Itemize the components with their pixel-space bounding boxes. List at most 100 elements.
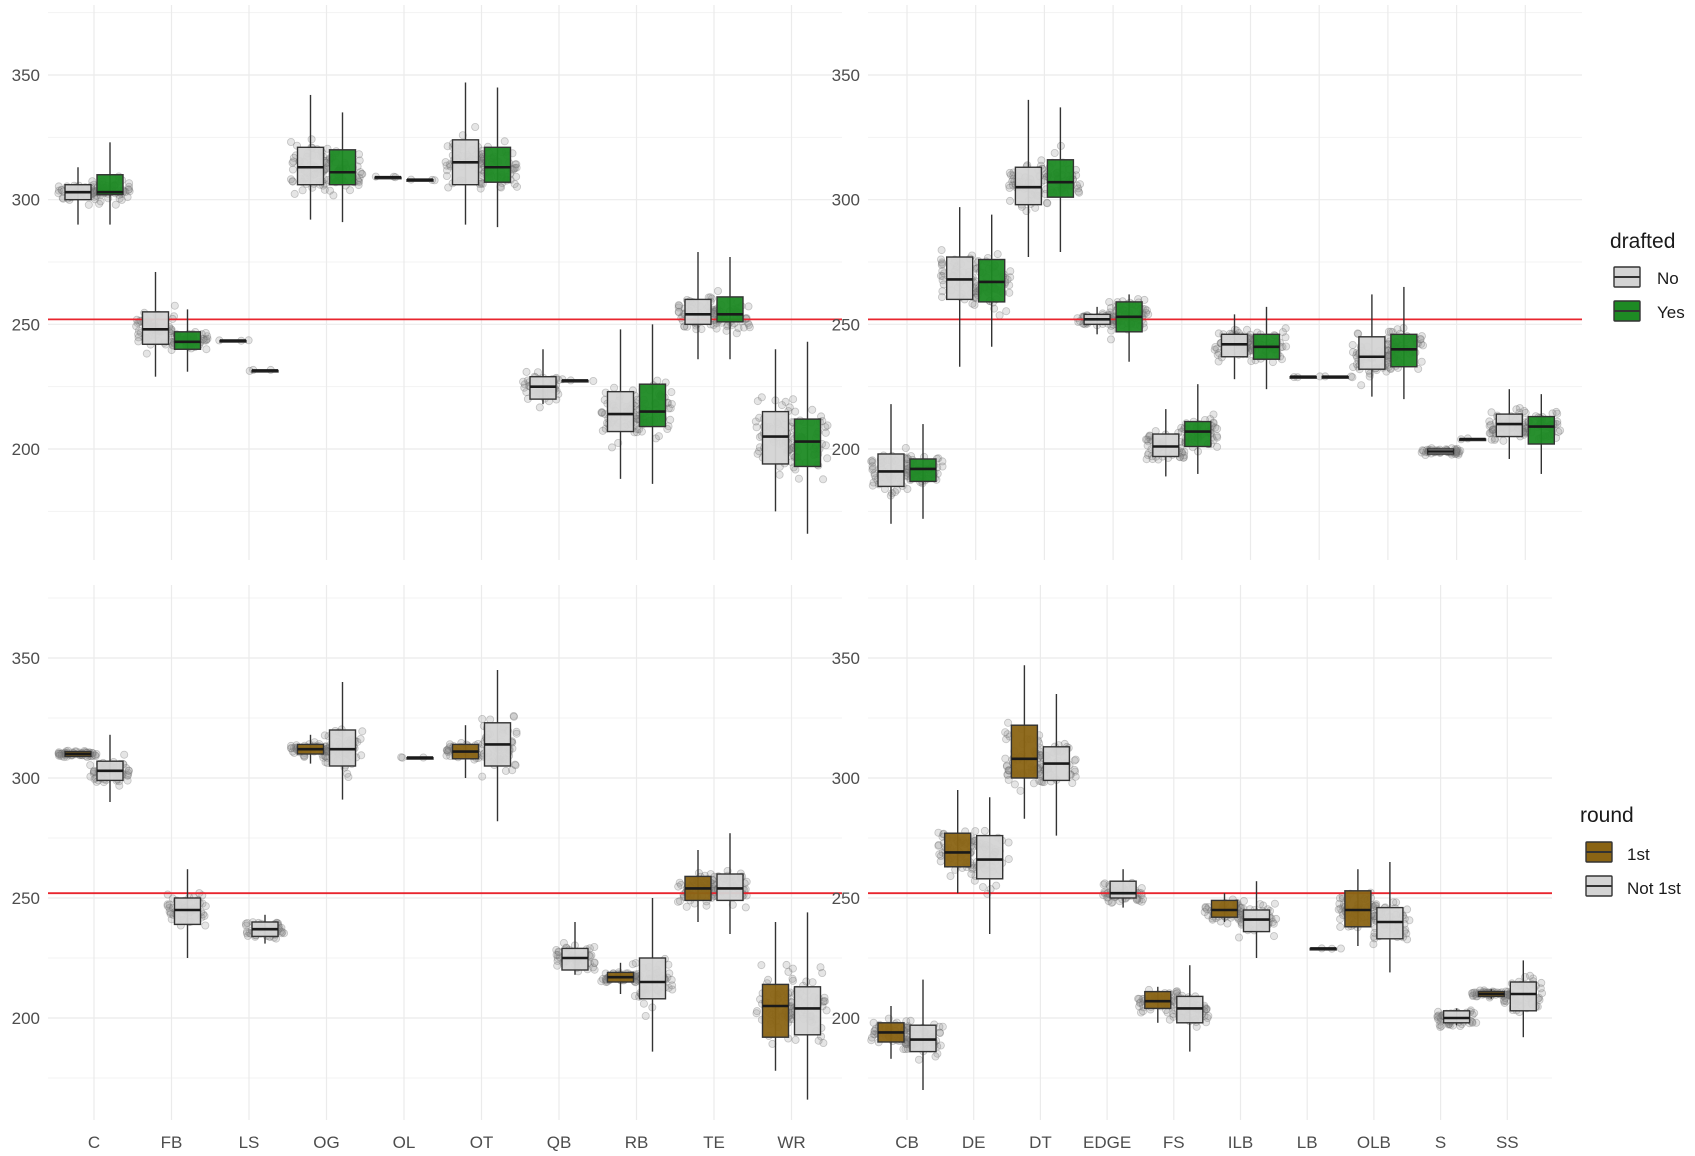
y-tick-label: 350	[12, 66, 40, 85]
jitter-point	[476, 184, 485, 193]
jitter-point	[288, 177, 297, 186]
minor-gridlines	[48, 597, 842, 1079]
major-gridlines	[48, 585, 842, 1120]
jitter-point	[132, 322, 141, 331]
box-wr-yes	[793, 341, 822, 534]
jitter-point	[666, 404, 675, 413]
jitter-point	[1417, 357, 1426, 366]
x-tick-label-ss: SS	[1496, 1133, 1519, 1152]
jitter-point	[1486, 420, 1495, 429]
jitter-point	[868, 465, 877, 474]
legend-drafted: drafted No Yes	[1610, 230, 1685, 322]
jitter-point	[868, 458, 877, 467]
box-body	[1046, 159, 1075, 198]
jitter-point	[95, 199, 104, 208]
jitter-point	[1002, 307, 1011, 316]
box-body	[638, 957, 667, 1000]
jitter-point	[512, 160, 521, 169]
jitter-point	[888, 489, 897, 498]
jitter-point	[1165, 1015, 1174, 1024]
x-tick-label-fs: FS	[1163, 1133, 1185, 1152]
panel-defense-drafted: 200 250 300 350	[832, 5, 1582, 560]
jitter-point	[1487, 408, 1496, 417]
jitter-point	[123, 193, 132, 202]
jitter-point	[1270, 932, 1279, 941]
jitter-point	[510, 179, 519, 188]
jitter-point	[674, 897, 683, 906]
jitter-point	[938, 266, 947, 275]
y-tick-label: 200	[832, 440, 860, 459]
box-lb-not-1st	[1309, 947, 1337, 951]
jitter-point	[471, 123, 480, 132]
legend-round-label-not-1st: Not 1st	[1627, 879, 1681, 898]
box-c-no	[64, 167, 92, 225]
jitter-point	[901, 443, 910, 452]
jitter-point	[668, 981, 677, 990]
x-tick-label-rb: RB	[625, 1133, 649, 1152]
jitter-point	[1211, 423, 1220, 432]
box-ls-no	[219, 339, 247, 343]
box-body	[716, 296, 744, 323]
jitter-point	[667, 399, 676, 408]
jitter-point	[753, 1007, 762, 1016]
jitter-point	[598, 409, 607, 418]
jitter-point	[298, 186, 307, 195]
jitter-point	[1259, 901, 1268, 910]
jitter-point	[356, 168, 365, 177]
jitter-point	[167, 345, 176, 354]
jitter-point	[1005, 183, 1014, 192]
jitter-point	[1487, 435, 1496, 444]
legend-drafted-label-yes: Yes	[1657, 303, 1685, 322]
jitter-point	[1419, 341, 1428, 350]
jitter-point	[1239, 897, 1248, 906]
jitter-point	[753, 397, 762, 406]
x-tick-label-de: DE	[962, 1133, 986, 1152]
jitter-point	[202, 335, 211, 344]
box-qb-not-1st	[561, 922, 589, 975]
jitter-point	[512, 163, 521, 172]
jitter-point	[86, 772, 95, 781]
x-tick-label-c: C	[88, 1133, 100, 1152]
box-olb-not-1st	[1376, 862, 1404, 973]
box-qb-no	[529, 349, 557, 405]
box-olb-yes	[1390, 286, 1418, 400]
box-ot-yes	[483, 87, 512, 228]
y-tick-label: 350	[832, 66, 860, 85]
box-de-not-1st	[976, 797, 1004, 934]
jitter-point	[816, 963, 825, 972]
jitter-point	[325, 186, 334, 195]
box-ol-yes	[406, 178, 434, 182]
jitter-point	[675, 301, 684, 310]
jitter-point	[791, 407, 800, 416]
box-fs-not-1st	[1176, 965, 1204, 1052]
jitter-point	[935, 850, 944, 859]
jitter-point	[714, 286, 723, 295]
jitter-point	[345, 186, 354, 195]
jitter-point	[1214, 357, 1223, 366]
box-ot-1st	[451, 725, 480, 778]
jitter-point	[441, 158, 450, 167]
jitter-point	[1142, 306, 1151, 315]
box-ss-not-1st	[1509, 960, 1538, 1038]
box-body	[1509, 981, 1538, 1012]
jitter-point	[358, 170, 367, 179]
jitter-point	[1336, 922, 1345, 931]
box-ol-not-1st	[406, 756, 434, 760]
jitter-point	[1499, 436, 1508, 445]
jitter-point	[744, 302, 753, 311]
box-qb-yes	[561, 379, 589, 383]
jitter-point	[520, 383, 529, 392]
jitter-point	[170, 301, 179, 310]
jitter-point	[802, 977, 811, 986]
jitter-point	[682, 902, 691, 911]
box-body	[638, 383, 667, 428]
jitter-point	[757, 393, 766, 402]
jitter-point	[84, 200, 93, 209]
jitter-point	[124, 185, 133, 194]
jitter-point	[937, 261, 946, 270]
jitter-point	[1145, 431, 1154, 440]
jitter-point	[496, 182, 505, 191]
jitter-point	[1042, 198, 1051, 207]
panel-offense-round: 200 250 300 350 C FB LS OG OL OT QB RB TE WR	[12, 585, 842, 1152]
jitter-point	[712, 324, 721, 333]
